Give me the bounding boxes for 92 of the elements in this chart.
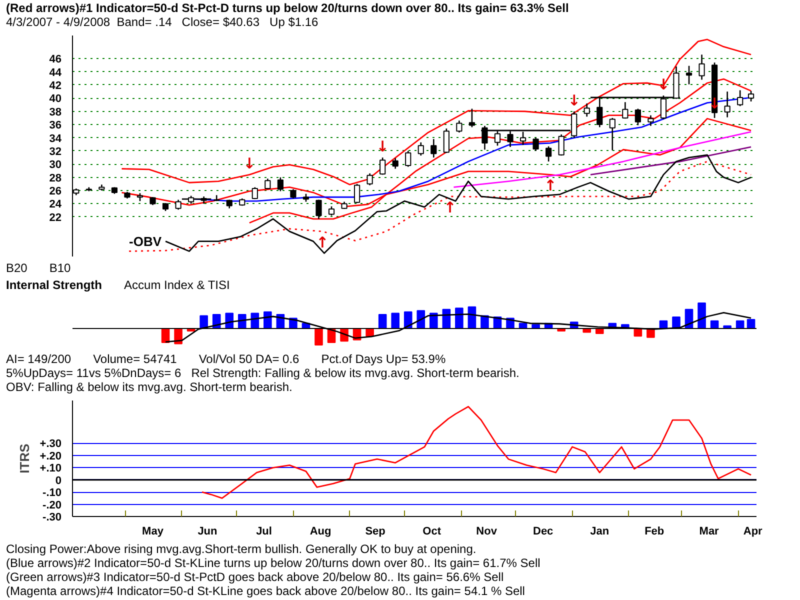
x-tick-label: Feb bbox=[644, 526, 664, 538]
candlestick bbox=[648, 114, 654, 127]
candlestick bbox=[698, 54, 705, 80]
y-tick-label: 38 bbox=[49, 106, 62, 118]
candlestick bbox=[418, 142, 424, 156]
candlestick bbox=[748, 90, 754, 102]
candlestick bbox=[634, 108, 641, 126]
bar bbox=[378, 314, 387, 330]
candlestick bbox=[724, 90, 730, 118]
text: Pct.of Days Up= 53.9% bbox=[321, 352, 446, 366]
text: B20 bbox=[6, 261, 28, 275]
annotation: ↑ bbox=[544, 176, 557, 195]
candlestick bbox=[546, 146, 552, 162]
y-tick-label: 22 bbox=[49, 212, 62, 224]
annotation: ↓ bbox=[376, 138, 389, 156]
candlestick bbox=[443, 128, 450, 154]
candlestick bbox=[430, 138, 437, 158]
annotation: ↑ bbox=[444, 198, 456, 216]
candlestick bbox=[316, 199, 322, 220]
x-tick-label: Apr bbox=[743, 526, 764, 538]
x-tick-label: Oct bbox=[422, 526, 442, 538]
y-tick-label: 32 bbox=[49, 146, 62, 158]
y-tick-label: 28 bbox=[49, 172, 62, 184]
y-tick-label: +.30 bbox=[40, 438, 62, 451]
y-tick-label: -.10 bbox=[42, 487, 62, 500]
bar bbox=[314, 328, 323, 346]
y-tick-label: 44 bbox=[49, 66, 62, 79]
y-tick-label: -.20 bbox=[42, 500, 62, 512]
series-label: -OBV bbox=[129, 234, 162, 249]
y-axis-title: ITRS bbox=[16, 444, 32, 474]
x-tick-label: Sep bbox=[365, 526, 386, 538]
candlestick bbox=[737, 90, 744, 107]
candlestick bbox=[354, 183, 360, 204]
y-tick-label: 40 bbox=[49, 93, 62, 106]
text: (Green arrows)#3 Indicator=50-d St-PctD goes back above 20/below 80.. Its gain= 56.6% Sell bbox=[6, 570, 504, 584]
y-tick-label: 46 bbox=[49, 54, 62, 66]
text: (Magenta arrows)#4 Indicator=50-d St-KLine goes back above 20/below 80.. Its gain= 54.1 % Sell bbox=[6, 584, 525, 598]
candlestick bbox=[609, 117, 616, 151]
bar bbox=[455, 308, 464, 330]
candlestick bbox=[456, 120, 462, 134]
candlestick bbox=[392, 158, 398, 170]
line-series bbox=[201, 406, 752, 500]
y-tick-label: -.30 bbox=[42, 512, 62, 524]
candlestick bbox=[622, 101, 628, 120]
y-tick-label: 0 bbox=[55, 475, 62, 488]
text: AI= 149/200 bbox=[6, 352, 72, 366]
chart-title: (Red arrows)#1 Indicator=50-d St-Pct-D turns up below 20/turns down over 80.. Its gain= 63.3% Sell bbox=[6, 1, 569, 15]
bar bbox=[416, 310, 426, 330]
x-tick-label: Aug bbox=[310, 526, 332, 538]
candlestick bbox=[366, 172, 373, 186]
candlestick bbox=[175, 199, 182, 210]
annotation: ↑ bbox=[316, 233, 329, 252]
text: Closing Power:Above rising mvg.avg.Short-term bullish. Generally OK to buy at opening. bbox=[6, 542, 476, 556]
bar bbox=[698, 302, 706, 330]
candlestick bbox=[405, 150, 412, 168]
chart-title: Internal Strength bbox=[6, 278, 102, 292]
x-tick-label: Jun bbox=[198, 526, 218, 538]
candlestick bbox=[290, 188, 296, 200]
y-tick-label: 24 bbox=[49, 198, 62, 211]
y-tick-label: 34 bbox=[49, 132, 62, 145]
y-tick-label: +.20 bbox=[40, 450, 62, 463]
text: Vol/Vol 50 DA= 0.6 bbox=[198, 352, 300, 366]
x-tick-label: Mar bbox=[699, 526, 720, 538]
text: OBV: Falling & below its mvg.avg. Short-term bearish. bbox=[6, 380, 292, 394]
candlestick bbox=[277, 176, 284, 192]
candlestick bbox=[468, 108, 476, 128]
annotation: ↓ bbox=[568, 91, 580, 110]
y-tick-label: 42 bbox=[49, 80, 62, 92]
y-tick-label: 26 bbox=[49, 186, 62, 198]
x-tick-label: Nov bbox=[476, 526, 498, 538]
bar bbox=[391, 312, 400, 330]
bar bbox=[200, 316, 208, 330]
y-tick-label: 30 bbox=[49, 159, 62, 172]
text: 5%UpDays= 11vs 5%DnDays= 6 Rel Strength: Falling & below its mvg.avg. Short-term bearish. bbox=[6, 366, 520, 380]
candlestick bbox=[584, 102, 590, 118]
candlestick bbox=[380, 156, 386, 176]
chart-subtitle: 4/3/2007 - 4/9/2008 Band= .14 Close= $40.63 Up $1.16 bbox=[6, 15, 318, 29]
y-tick-label: +.10 bbox=[40, 462, 62, 475]
chart-subtitle: Accum Index & TISI bbox=[124, 278, 230, 292]
x-tick-label: Jan bbox=[590, 526, 610, 538]
x-tick-label: Dec bbox=[533, 526, 554, 538]
text: B10 bbox=[49, 261, 71, 275]
candlestick bbox=[328, 206, 335, 216]
x-tick-label: May bbox=[142, 526, 164, 538]
candlestick bbox=[558, 134, 564, 156]
candlestick bbox=[532, 137, 539, 152]
candlestick bbox=[686, 65, 692, 85]
annotation: ↓ bbox=[243, 154, 256, 173]
y-tick-label: 36 bbox=[49, 120, 62, 132]
text: Volume= 54741 bbox=[93, 352, 177, 366]
x-tick-label: Jul bbox=[256, 526, 272, 538]
text: (Blue arrows)#2 Indicator=50-d St-KLine turns up below 20/turns down over 80.. Its gain= 61.7% Sell bbox=[6, 556, 540, 570]
